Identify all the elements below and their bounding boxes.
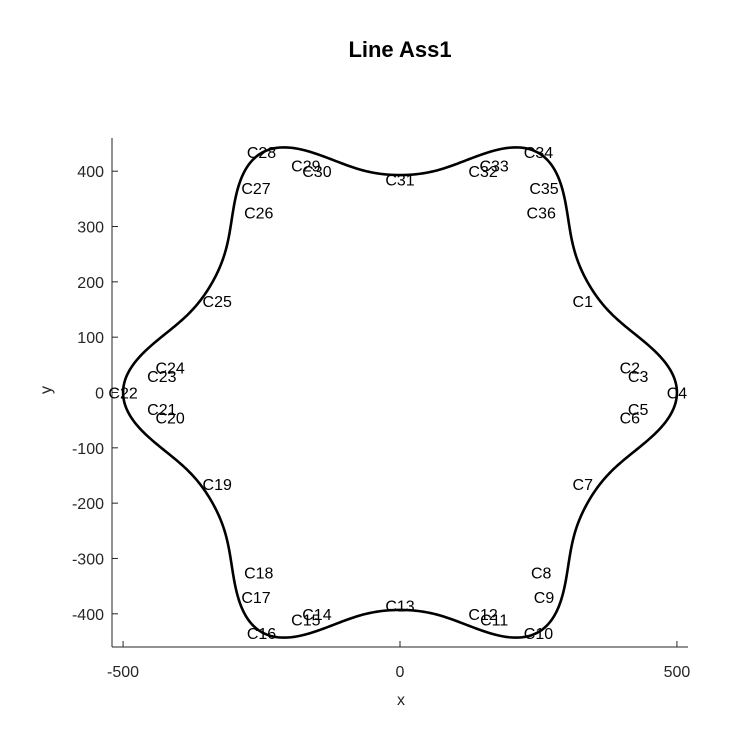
point-label-c10: C10 <box>524 626 553 643</box>
point-label-c2: C2 <box>620 361 641 378</box>
point-label-c33: C33 <box>479 159 508 176</box>
point-label-c6: C6 <box>620 410 641 427</box>
point-label-c12: C12 <box>468 607 497 624</box>
point-label-c14: C14 <box>302 607 331 624</box>
point-label-c15: C15 <box>291 612 320 629</box>
point-label-c7: C7 <box>573 477 594 494</box>
y-tick-label: 100 <box>77 330 104 347</box>
point-label-c8: C8 <box>531 565 552 582</box>
point-label-c9: C9 <box>534 590 555 607</box>
curve-layer <box>121 146 679 639</box>
point-label-c5: C5 <box>628 402 649 419</box>
y-axis-label: y <box>38 386 55 394</box>
point-label-c23: C23 <box>147 369 176 386</box>
point-label-c19: C19 <box>203 477 232 494</box>
point-label-c16: C16 <box>247 626 276 643</box>
point-label-c25: C25 <box>203 294 232 311</box>
axes: -500 0 500 -400 -300 -200 -100 0 100 200 300 400 <box>72 138 690 681</box>
point-label-c17: C17 <box>241 590 270 607</box>
point-label-c24: C24 <box>155 361 184 378</box>
point-label-c11: C11 <box>480 612 508 629</box>
y-tick-label: 300 <box>77 220 104 237</box>
series-line <box>121 146 679 639</box>
y-tick-label: 200 <box>77 275 104 292</box>
x-tick-label: 500 <box>664 664 691 681</box>
point-label-c28: C28 <box>247 145 276 162</box>
point-label-c29: C29 <box>291 159 320 176</box>
chart-title: Line Ass1 <box>348 37 451 62</box>
point-label-c18: C18 <box>244 565 273 582</box>
point-label-c27: C27 <box>241 181 270 198</box>
point-label-c30: C30 <box>302 164 331 181</box>
y-tick-label: 400 <box>77 164 104 181</box>
point-label-c22: C22 <box>108 386 137 403</box>
point-label-c32: C32 <box>468 164 497 181</box>
point-label-c35: C35 <box>529 181 558 198</box>
point-label-c4: C4 <box>667 386 688 403</box>
y-tick-label: -100 <box>72 441 104 458</box>
x-tick-label: 0 <box>396 664 405 681</box>
x-tick-label: -500 <box>107 664 139 681</box>
x-axis-label: x <box>397 692 405 709</box>
point-label-c34: C34 <box>524 145 553 162</box>
y-tick-label: -300 <box>72 551 104 568</box>
point-label-c36: C36 <box>527 206 556 223</box>
point-label-c1: C1 <box>573 294 594 311</box>
y-tick-label: -200 <box>72 496 104 513</box>
point-label-c20: C20 <box>155 410 184 427</box>
point-label-c31: C31 <box>385 172 414 189</box>
point-label-c3: C3 <box>628 369 649 386</box>
y-tick-label: -400 <box>72 607 104 624</box>
point-label-c13: C13 <box>385 599 414 616</box>
point-label-c26: C26 <box>244 206 273 223</box>
y-tick-label: 0 <box>95 386 104 403</box>
point-label-c21: C21 <box>147 402 176 419</box>
